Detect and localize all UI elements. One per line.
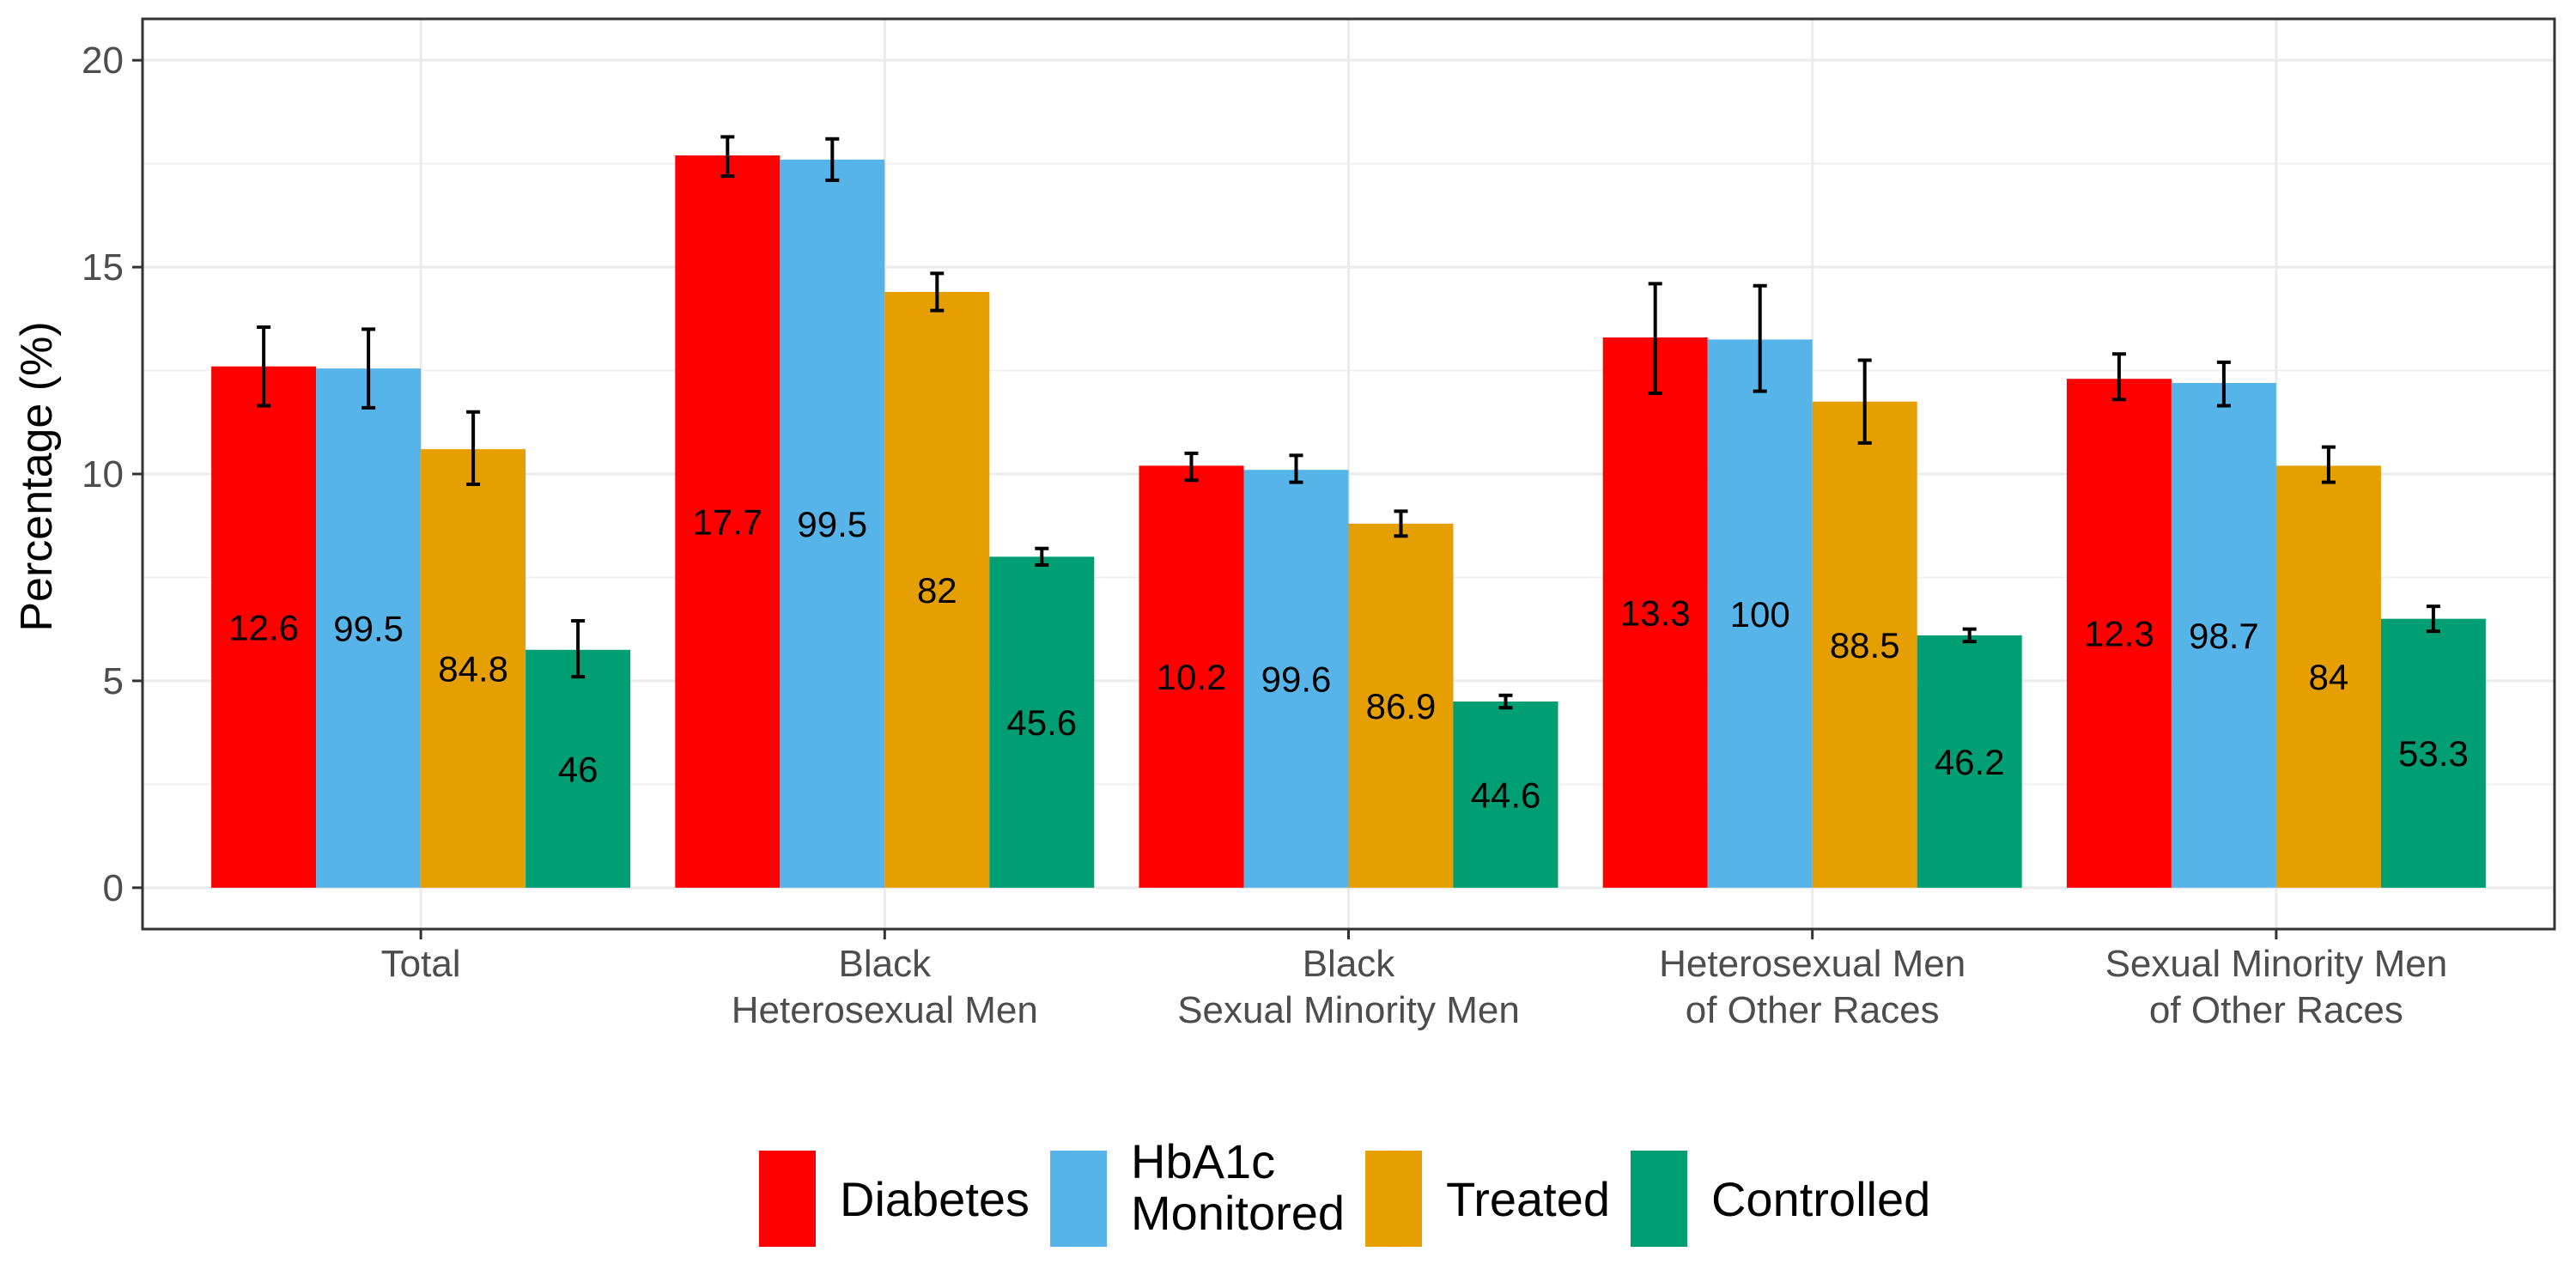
data-label: 100 — [1730, 594, 1790, 635]
x-tick-label-line: Sexual Minority Men — [1177, 989, 1520, 1031]
data-label: 99.6 — [1261, 659, 1332, 700]
legend-label-line: HbA1c — [1131, 1134, 1275, 1188]
data-label: 17.7 — [692, 501, 762, 542]
x-tick-label: Sexual Minority Men of Other Races — [2105, 943, 2448, 1031]
bar — [316, 368, 422, 888]
data-label: 12.3 — [2084, 614, 2154, 654]
legend-label: Diabetes — [840, 1172, 1030, 1226]
data-label: 99.5 — [797, 504, 867, 544]
y-axis-title: Percentage (%) — [12, 321, 62, 631]
bar — [1707, 339, 1813, 888]
legend-label: HbA1c Monitored — [1131, 1134, 1345, 1240]
x-tick-label: Heterosexual Men of Other Races — [1659, 943, 1965, 1031]
bar — [1348, 523, 1454, 888]
legend: Diabetes HbA1c Monitored Treated Controlled — [759, 1134, 1930, 1247]
x-tick-label-line: of Other Races — [2149, 989, 2403, 1031]
y-tick-label: 15 — [82, 246, 124, 289]
data-label: 46.2 — [1935, 742, 2005, 782]
x-tick-label-line: Total — [381, 943, 461, 985]
bar — [211, 366, 317, 888]
data-label: 82 — [917, 570, 957, 611]
plot-area: 0 5 10 15 20 12.6 17.7 10.2 13.3 12.3 99.5 99.5 99.6… — [82, 17, 2556, 1031]
bar — [884, 292, 990, 888]
legend-label-line: Controlled — [1711, 1172, 1930, 1226]
y-tick-label: 0 — [103, 867, 124, 909]
data-label: 84 — [2309, 657, 2349, 697]
legend-key — [759, 1151, 816, 1247]
bar — [780, 159, 885, 888]
data-label: 86.9 — [1366, 686, 1437, 726]
bar — [1812, 401, 1917, 888]
data-label: 98.7 — [2189, 616, 2259, 656]
x-tick-label: Total — [381, 943, 461, 985]
legend-key — [1050, 1151, 1108, 1247]
y-tick-label: 20 — [82, 39, 124, 82]
data-label: 88.5 — [1830, 625, 1900, 665]
bar — [2171, 383, 2276, 888]
data-label: 44.6 — [1471, 775, 1541, 815]
bar — [989, 556, 1095, 888]
data-label: 10.2 — [1157, 657, 1227, 697]
data-label: 46 — [558, 750, 598, 790]
x-tick-label-line: Black — [839, 943, 933, 985]
data-label: 45.6 — [1006, 702, 1077, 743]
x-tick-label-line: Sexual Minority Men — [2105, 943, 2448, 985]
legend-key — [1365, 1151, 1423, 1247]
data-label: 53.3 — [2398, 733, 2469, 774]
legend-label-line: Diabetes — [840, 1172, 1030, 1226]
x-tick-label: Black Heterosexual Men — [732, 943, 1038, 1031]
bar — [1139, 465, 1244, 888]
data-label: 13.3 — [1620, 592, 1691, 633]
data-label: 84.8 — [438, 648, 508, 689]
x-tick-label-line: Heterosexual Men — [732, 989, 1038, 1031]
legend-label: Treated — [1446, 1172, 1610, 1226]
x-tick-label: Black Sexual Minority Men — [1177, 943, 1520, 1031]
legend-label-line: Monitored — [1131, 1186, 1345, 1240]
x-tick-label-line: of Other Races — [1686, 989, 1940, 1031]
bar — [421, 449, 526, 888]
bar — [1917, 635, 2022, 888]
data-label: 12.6 — [228, 607, 299, 647]
bar — [2380, 618, 2486, 888]
legend-label-line: Treated — [1446, 1172, 1610, 1226]
legend-label: Controlled — [1711, 1172, 1930, 1226]
x-tick-label-line: Black — [1303, 943, 1396, 985]
y-tick-label: 10 — [82, 453, 124, 495]
x-tick-label-line: Heterosexual Men — [1659, 943, 1965, 985]
data-label: 99.5 — [333, 609, 404, 649]
bar — [675, 155, 781, 888]
bar — [2275, 465, 2381, 888]
legend-key — [1630, 1151, 1687, 1247]
bar — [1453, 702, 1558, 888]
bar — [1602, 337, 1708, 888]
bar — [2066, 379, 2172, 888]
y-tick-label: 5 — [103, 660, 124, 702]
bar — [1243, 470, 1349, 888]
bar — [526, 649, 631, 888]
